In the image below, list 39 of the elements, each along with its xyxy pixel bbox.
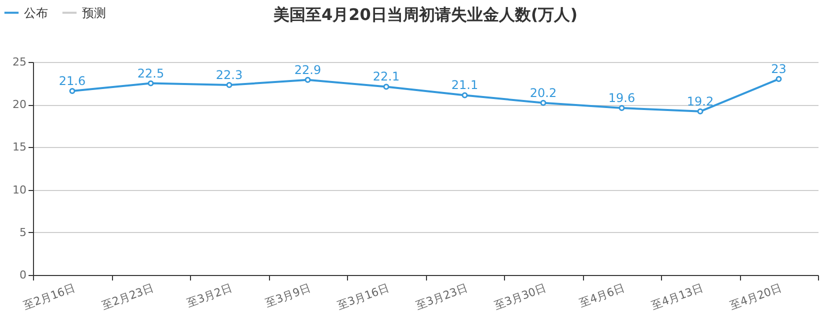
x-tick-label: 至3月30日 bbox=[492, 282, 548, 312]
point bbox=[148, 80, 154, 86]
point bbox=[540, 100, 546, 106]
point bbox=[383, 84, 390, 90]
legend-label: 公布 bbox=[24, 6, 48, 20]
x-tick-label: 至4月20日 bbox=[728, 282, 784, 312]
point bbox=[69, 88, 76, 94]
x-tick-label: 至2月23日 bbox=[100, 282, 156, 312]
x-tick-label: 至3月2日 bbox=[185, 282, 234, 310]
x-tick-label: 至3月9日 bbox=[264, 282, 312, 310]
legend-label: 预测 bbox=[82, 6, 106, 20]
point bbox=[304, 76, 311, 83]
x-tick-label: 至3月16日 bbox=[336, 282, 391, 312]
data-label: 20.2 bbox=[530, 86, 557, 100]
y-tick-label: 10 bbox=[12, 183, 26, 196]
y-tick-label: 20 bbox=[12, 98, 26, 112]
x-tick-label: 至4月6日 bbox=[578, 282, 626, 310]
data-label: 22.9 bbox=[294, 62, 322, 77]
x-tick-label: 至3月23日 bbox=[414, 282, 470, 312]
data-label: 22.5 bbox=[137, 66, 164, 80]
data-label: 22.1 bbox=[372, 70, 400, 84]
point bbox=[226, 82, 232, 88]
data-label: 22.3 bbox=[216, 68, 243, 82]
y-tick-label: 25 bbox=[12, 56, 26, 68]
data-label: 21.1 bbox=[451, 78, 478, 92]
y-tick-label: 5 bbox=[20, 226, 26, 239]
y-tick-label: 0 bbox=[20, 268, 26, 282]
data-label: 19.2 bbox=[686, 94, 714, 108]
point bbox=[462, 92, 468, 98]
data-label: 19.6 bbox=[608, 91, 636, 106]
chart-title: 美国至4月20日当周初请失业金人数(万人) bbox=[272, 5, 578, 24]
point bbox=[618, 105, 625, 111]
point bbox=[776, 76, 782, 82]
x-tick-label: 至2月16日 bbox=[22, 282, 77, 312]
data-label: 21.6 bbox=[58, 74, 86, 88]
x-tick-label: 至4月13日 bbox=[650, 282, 705, 312]
point bbox=[697, 108, 704, 114]
data-label: 23 bbox=[771, 62, 786, 76]
y-tick-label: 15 bbox=[12, 140, 26, 154]
